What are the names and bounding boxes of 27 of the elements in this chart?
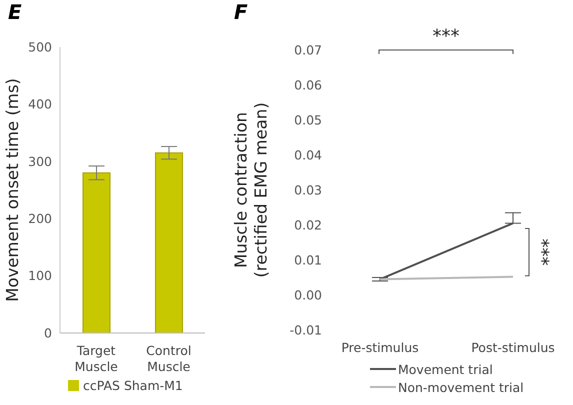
x-tick-label: Pre-stimulus <box>341 340 419 355</box>
y-tick-label: 0.03 <box>294 182 322 198</box>
y-tick-label: -0.01 <box>290 322 322 338</box>
y-tick-label: 400 <box>28 96 52 112</box>
legend-label: Non-movement trial <box>398 380 524 394</box>
y-tick-label: 0.04 <box>294 147 322 162</box>
annotation: *** <box>531 238 552 266</box>
y-axis-title: Muscle contraction (rectified EMG mean) <box>232 102 270 278</box>
y-tick-label: 0.06 <box>294 77 322 92</box>
chart-title: F <box>234 0 248 24</box>
text: *** <box>432 26 460 47</box>
chart-title: E <box>8 0 22 24</box>
legend-label: Movement trial <box>398 362 493 376</box>
y-tick-label: 300 <box>28 154 52 169</box>
y-tick-label: 0.02 <box>294 217 322 232</box>
y-tick-label: 0.07 <box>294 42 322 58</box>
y-axis-title: Movement onset time (ms) <box>3 78 22 302</box>
y-tick-label: 100 <box>28 268 52 284</box>
y-tick-label: 0.00 <box>294 287 322 302</box>
y-tick-label: 0.05 <box>294 112 322 128</box>
y-tick-label: 0.01 <box>294 252 322 268</box>
y-tick-label: 200 <box>28 211 52 226</box>
x-tick-label: Post-stimulus <box>471 340 555 355</box>
y-tick-label: 500 <box>28 39 52 54</box>
y-tick-label: 0 <box>44 325 52 340</box>
legend-label: ccPAS Sham-M1 <box>83 378 183 392</box>
x-tick-label: Control Muscle <box>146 343 192 374</box>
